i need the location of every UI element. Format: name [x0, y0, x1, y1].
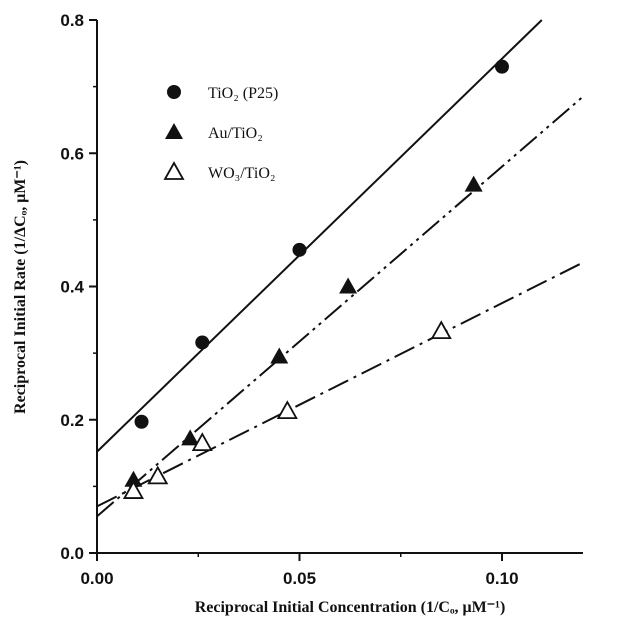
data-point-au-tio2 [124, 470, 143, 487]
data-point-wo3-tio2 [147, 465, 169, 485]
y-tick-label: 0.4 [60, 278, 84, 297]
data-point-tio2-p25 [495, 59, 509, 74]
legend-marker-tio2-p25 [167, 85, 181, 99]
data-point-au-tio2 [464, 175, 483, 192]
fit-line-wo3-tio2 [96, 261, 584, 508]
fit-line-au-tio2 [96, 95, 584, 518]
data-point-wo3-tio2 [276, 400, 298, 420]
data-point-wo3-tio2 [430, 320, 452, 340]
fit-lines [96, 19, 584, 518]
data-markers [122, 59, 509, 499]
y-axis-title: Reciprocal Initial Rate (1/ΔCₒ, μM⁻¹) [12, 160, 29, 414]
y-tick-label: 0.8 [60, 11, 84, 30]
fit-line-tio2-p25 [96, 19, 543, 453]
x-tick-label: 0.05 [283, 569, 316, 588]
data-point-au-tio2 [181, 429, 200, 446]
legend-marker-au-tio2 [165, 123, 183, 140]
x-tick-label: 0.10 [485, 569, 518, 588]
y-tick-label: 0.6 [60, 144, 84, 163]
data-point-wo3-tio2 [122, 480, 144, 499]
legend-marker-wo3-tio2 [163, 161, 185, 180]
x-axis-title: Reciprocal Initial Concentration (1/Cₒ, … [195, 599, 506, 616]
data-point-tio2-p25 [134, 414, 149, 429]
tick-marks [89, 19, 503, 561]
data-point-au-tio2 [270, 347, 289, 364]
y-tick-label: 0.2 [60, 411, 84, 430]
data-point-tio2-p25 [292, 242, 307, 257]
x-tick-label: 0.00 [80, 569, 113, 588]
data-point-wo3-tio2 [191, 432, 213, 451]
legend-label-au-tio2: Au/TiO₂ [208, 125, 263, 142]
data-point-tio2-p25 [195, 335, 210, 350]
plot-area [96, 20, 583, 554]
legend-label-tio2-p25: TiO₂ (P25) [208, 85, 278, 102]
y-tick-label: 0.0 [60, 544, 84, 563]
tick-labels: 0.00 0.05 0.10 0.0 0.2 0.4 0.6 0.8 [60, 11, 518, 588]
legend-label-wo3-tio2: WO₃/TiO₂ [208, 165, 275, 182]
data-point-au-tio2 [339, 277, 358, 294]
legend: TiO₂ (P25) Au/TiO₂ WO₃/TiO₂ [163, 85, 278, 182]
